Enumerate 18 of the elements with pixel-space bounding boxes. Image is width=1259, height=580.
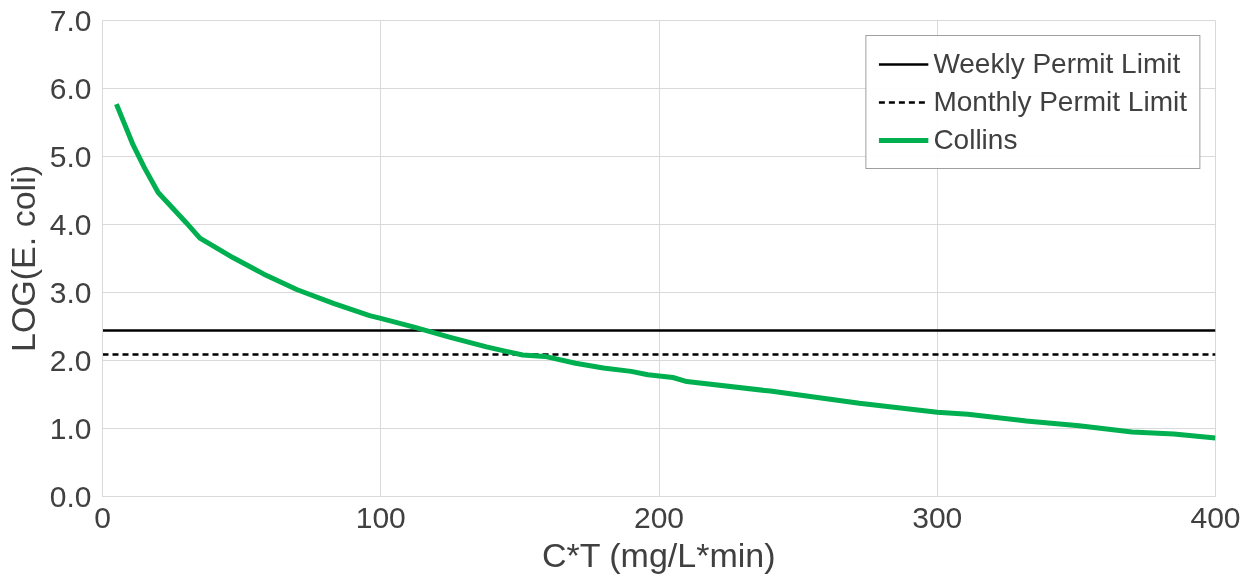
x-tick-label: 100	[355, 500, 406, 534]
y-tick-label: 0.0	[49, 479, 92, 513]
y-tick-label: 4.0	[49, 207, 92, 241]
x-tick-label: 400	[1190, 500, 1241, 534]
x-tick-label: 200	[633, 500, 685, 534]
y-tick-label: 6.0	[49, 71, 92, 105]
y-tick-label: 5.0	[49, 139, 92, 173]
legend-label: Collins	[933, 124, 1018, 156]
y-tick-label: 7.0	[49, 3, 92, 37]
y-tick-label: 2.0	[49, 343, 92, 377]
legend-label: Monthly Permit Limit	[933, 86, 1187, 118]
y-tick-label: 3.0	[49, 275, 92, 309]
x-axis-title: C*T (mg/L*min)	[541, 535, 776, 574]
y-axis-title: LOG(E. coli)	[3, 164, 42, 353]
x-tick-label: 300	[912, 500, 963, 534]
x-tick-label: 0	[94, 500, 111, 534]
y-tick-label: 1.0	[49, 411, 92, 445]
legend-label: Weekly Permit Limit	[933, 48, 1181, 80]
